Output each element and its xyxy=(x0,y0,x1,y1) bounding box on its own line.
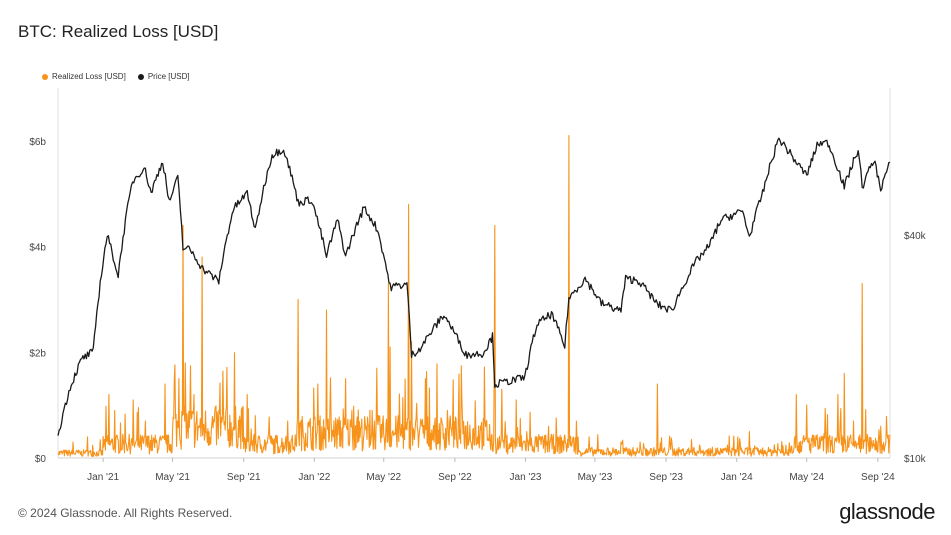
realized-loss-line xyxy=(57,135,891,458)
x-tick-label: May '22 xyxy=(366,472,401,483)
price-line xyxy=(57,137,891,436)
legend-label: Realized Loss [USD] xyxy=(52,72,126,81)
copyright-text: © 2024 Glassnode. All Rights Reserved. xyxy=(18,506,233,520)
y-left-tick-label: $4b xyxy=(29,243,46,254)
x-tick-label: Jan '23 xyxy=(510,472,542,483)
y-left-tick-label: $6b xyxy=(29,137,46,148)
brand-logo: glassnode xyxy=(839,499,935,524)
legend-label: Price [USD] xyxy=(147,72,190,81)
legend-dot-icon xyxy=(137,73,144,80)
x-tick-label: Sep '23 xyxy=(649,472,683,483)
y-right-tick-label: $10k xyxy=(904,454,927,465)
y-left-tick-label: $2b xyxy=(29,348,46,359)
x-tick-label: Sep '24 xyxy=(861,472,895,483)
x-tick-label: Jan '21 xyxy=(87,472,119,483)
x-tick-label: Sep '22 xyxy=(438,472,472,483)
legend-item-price[interactable]: Price [USD] xyxy=(137,72,190,81)
x-tick-label: Jan '24 xyxy=(721,472,753,483)
x-tick-label: May '24 xyxy=(789,472,824,483)
y-left-tick-label: $0 xyxy=(35,454,47,465)
legend-dot-icon xyxy=(42,73,48,80)
x-tick-label: Jan '22 xyxy=(298,472,330,483)
x-tick-label: May '21 xyxy=(155,472,190,483)
chart-title: BTC: Realized Loss [USD] xyxy=(18,22,219,41)
legend-item-realized-loss[interactable]: Realized Loss [USD] xyxy=(42,72,126,81)
x-tick-label: Sep '21 xyxy=(227,472,261,483)
y-right-tick-label: $40k xyxy=(904,231,927,242)
chart-legend: Realized Loss [USD] Price [USD] xyxy=(42,72,190,81)
x-tick-label: May '23 xyxy=(578,472,613,483)
